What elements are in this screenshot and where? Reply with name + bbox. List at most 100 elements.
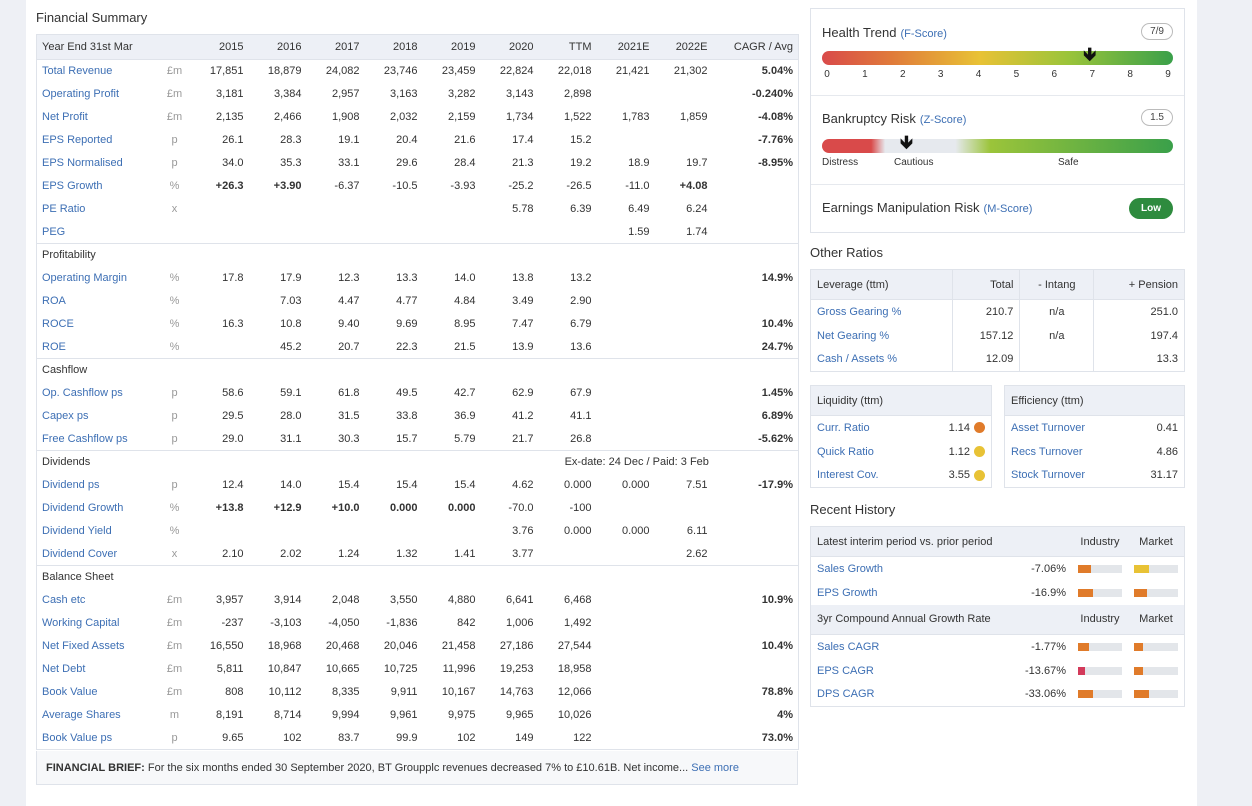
cell-value: 3,550 [389,594,418,606]
table-row: ROE% 45.2 20.7 22.3 21.5 13.9 13.6 24.7% [37,336,799,359]
row-label[interactable]: Operating Profit [42,88,120,100]
row-label[interactable]: EPS Reported [42,134,113,146]
history-header: Industry [1071,604,1128,635]
row-label[interactable]: Capex ps [42,410,89,422]
cell-value: 7.51 [686,479,708,491]
row-label[interactable]: Dividend Cover [42,547,118,560]
row-label[interactable]: EPS Growth [42,180,103,192]
cell-value: 41.2 [512,410,534,422]
cell-value [597,497,655,520]
health-trend-title: Health Trend (F-Score) [822,25,947,40]
see-more-link[interactable]: See more [691,762,739,774]
f-score-badge: 7/9 [1141,23,1173,40]
group-label: Dividends [36,450,365,474]
page: Financial Summary Year End 31st Mar 2015 2… [26,0,1197,806]
industry-comparison-bar [1077,642,1122,651]
row-label[interactable]: EPS Normalised [42,157,123,169]
ratio-label[interactable]: Stock Turnover [1011,469,1085,482]
history-label[interactable]: EPS Growth [817,586,878,599]
cell-value: 2,898 [563,88,592,100]
f-score-ticks: 0 1 2 3 4 5 6 7 8 9 [822,69,1173,81]
row-unit: £m [166,88,183,100]
history-row: EPS CAGR -13.67% [811,659,1185,683]
cell-value: 21.3 [512,157,534,169]
row-label[interactable]: Net Fixed Assets [42,640,125,652]
ratio-value-cell: 1.14 [919,416,991,440]
row-label[interactable]: Free Cashflow ps [42,432,128,445]
row-label[interactable]: ROE [42,340,66,353]
history-label[interactable]: DPS CAGR [817,688,875,701]
row-label[interactable]: Working Capital [42,617,120,629]
cell-value [597,290,655,313]
history-value: -13.67% [1025,664,1066,677]
cell-value: 19.1 [338,134,360,146]
table-row: EPS Reported p 26.1 28.3 19.1 20.4 21.6 17.4 15.… [37,129,799,152]
m-score-link[interactable]: (M-Score) [983,203,1033,215]
cell-value [597,658,655,681]
cell-value: 6.39 [570,203,592,215]
cell-value: 4,880 [447,594,476,606]
row-label[interactable]: Dividend Yield [42,525,112,537]
industry-bar-fill [1077,588,1094,597]
recent-history-title: Recent History [810,502,896,517]
dividend-dates[interactable]: Ex-date: 24 Dec / Paid: 3 Feb [480,450,799,474]
cell-value: 20,468 [325,640,360,652]
z-score-arrow-icon: 🡻 [900,132,913,152]
ratio-label[interactable]: Recs Turnover [1011,445,1083,458]
row-label[interactable]: PE Ratio [42,203,86,215]
cell-value: 21,302 [673,65,708,78]
row-label[interactable]: Operating Margin [42,272,127,284]
history-value: -1.77% [1031,640,1066,653]
group-label: Cashflow [36,358,799,382]
row-label[interactable]: Net Profit [42,111,88,123]
row-label[interactable]: Net Debt [42,663,86,675]
ratio-label[interactable]: Cash / Assets % [817,353,898,366]
safe-label: Safe [1058,157,1079,168]
row-label[interactable]: PEG [42,225,66,238]
cell-value: 13.6 [570,340,592,353]
ratio-label[interactable]: Asset Turnover [1011,421,1085,434]
history-label[interactable]: Sales Growth [817,562,884,575]
cell-value [597,405,655,428]
row-label[interactable]: Dividend ps [42,479,100,491]
ratio-value: 197.4 [1093,323,1185,348]
cell-value: 28.0 [280,410,302,422]
cell-value: -237 [221,617,244,629]
row-label[interactable]: Book Value ps [42,731,113,744]
f-score-link[interactable]: (F-Score) [900,28,947,40]
ratio-value [1019,347,1094,372]
row-label[interactable]: Cash etc [42,594,86,606]
ratio-label[interactable]: Gross Gearing % [817,305,902,318]
cell-value: 4.84 [454,295,476,307]
z-score-link[interactable]: (Z-Score) [919,114,967,126]
ratio-value: 4.86 [1156,445,1178,458]
liquidity-row: Curr. Ratio 1.14 [811,416,992,440]
row-label[interactable]: Book Value [42,686,98,698]
cell-value: 9,994 [331,709,360,721]
history-label[interactable]: EPS CAGR [817,664,874,677]
cell-value: +13.8 [215,502,244,514]
cagr-value: 10.4% [761,640,793,652]
row-label[interactable]: Total Revenue [42,65,113,78]
ratio-label[interactable]: Quick Ratio [817,445,874,458]
history-header-row: Latest interim period vs. prior period In… [810,526,1185,557]
cell-value: 14.0 [280,479,302,491]
market-bar-fill [1133,666,1143,675]
row-label[interactable]: ROCE [42,318,74,330]
ratio-label[interactable]: Curr. Ratio [817,421,870,434]
cagr-value: 4% [777,709,793,721]
f-score-tick: 4 [975,69,982,80]
industry-bar-cell [1072,557,1128,581]
row-label[interactable]: Dividend Growth [42,502,124,514]
row-label[interactable]: ROA [42,295,66,307]
history-label[interactable]: Sales CAGR [817,640,880,653]
ratio-label[interactable]: Net Gearing % [817,329,890,342]
cell-value: 19.7 [686,157,708,169]
other-ratios-title: Other Ratios [810,245,883,260]
cell-value: 9.40 [338,318,360,330]
row-label[interactable]: Op. Cashflow ps [42,387,123,399]
row-label[interactable]: Average Shares [42,709,121,721]
row-unit: % [169,318,180,330]
ratio-label[interactable]: Interest Cov. [817,469,879,482]
status-dot-icon [974,422,985,434]
